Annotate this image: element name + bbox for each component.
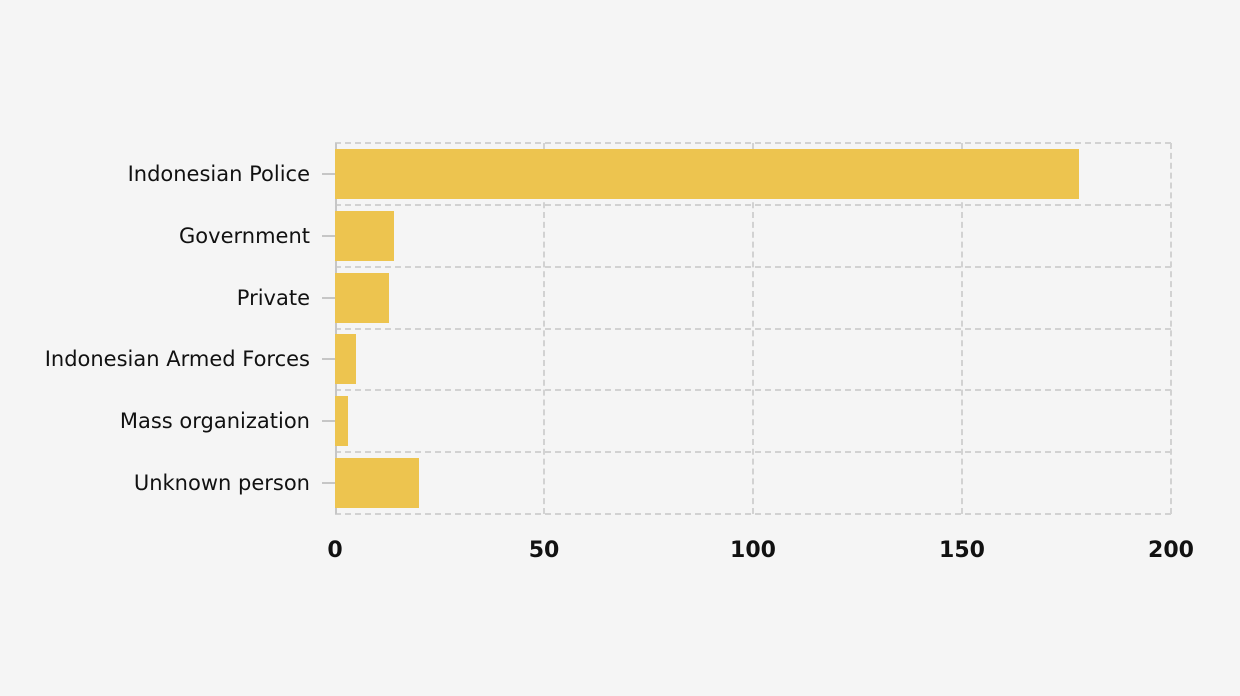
- bar-unknown-person: [335, 458, 419, 509]
- y-label-indonesian-police: Indonesian Police: [127, 161, 310, 186]
- bar-mass-organization: [335, 396, 348, 447]
- y-label-indonesian-armed-forces: Indonesian Armed Forces: [44, 347, 310, 372]
- vertical-gridline: [1170, 143, 1172, 514]
- x-tick-label-100: 100: [730, 538, 776, 563]
- bar-indonesian-police: [335, 148, 1080, 199]
- horizontal-gridline: [335, 513, 1171, 515]
- y-axis-tick: [322, 234, 335, 237]
- y-label-government: Government: [179, 223, 310, 248]
- x-tick-label-0: 0: [327, 538, 343, 563]
- y-axis-tick: [322, 172, 335, 175]
- y-axis-tick: [322, 358, 335, 361]
- x-tick-label-200: 200: [1148, 538, 1194, 563]
- vertical-gridline: [961, 143, 963, 514]
- bar-indonesian-armed-forces: [335, 334, 356, 385]
- y-axis-tick: [322, 482, 335, 485]
- y-axis-tick: [322, 296, 335, 299]
- x-tick-label-50: 50: [528, 538, 560, 563]
- vertical-gridline: [752, 143, 754, 514]
- x-tick-label-150: 150: [939, 538, 985, 563]
- bar-private: [335, 272, 390, 323]
- y-axis-tick: [322, 420, 335, 423]
- plot-area: [322, 142, 1172, 515]
- vertical-gridline: [543, 143, 545, 514]
- y-label-private: Private: [236, 285, 310, 310]
- bar-government: [335, 210, 394, 261]
- y-label-mass-organization: Mass organization: [119, 409, 310, 434]
- y-label-unknown-person: Unknown person: [133, 471, 310, 496]
- y-axis-line: [335, 143, 337, 514]
